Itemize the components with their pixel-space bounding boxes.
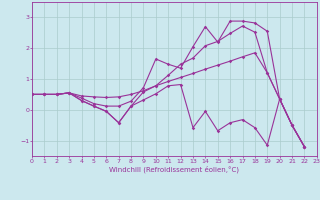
- X-axis label: Windchill (Refroidissement éolien,°C): Windchill (Refroidissement éolien,°C): [109, 165, 239, 173]
